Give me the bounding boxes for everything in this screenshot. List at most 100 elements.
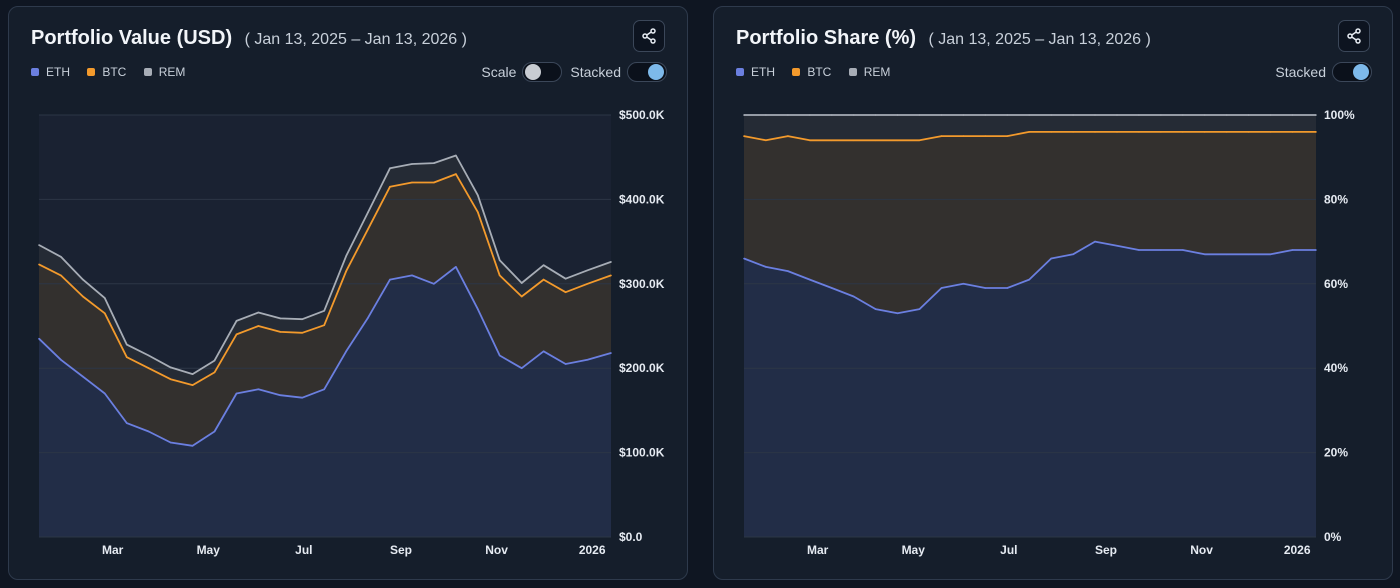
area-btc	[39, 174, 611, 446]
stacked-toggle[interactable]	[627, 62, 667, 82]
data-point-rem	[169, 366, 172, 369]
data-point-eth	[235, 392, 238, 395]
data-point-btc	[191, 384, 194, 386]
x-tick-label: May	[902, 543, 926, 557]
data-point-rem	[896, 114, 899, 116]
data-point-eth	[147, 430, 150, 433]
legend-label: ETH	[751, 65, 775, 79]
data-point-rem	[477, 194, 479, 196]
legend-item-btc[interactable]: BTC	[87, 65, 126, 79]
toggle-knob	[648, 64, 664, 80]
share-icon	[642, 28, 656, 44]
legend-item-eth[interactable]: ETH	[31, 65, 70, 79]
data-point-rem	[1160, 114, 1162, 116]
data-point-eth	[345, 350, 348, 353]
scale-toggle-label: Scale	[481, 64, 517, 80]
data-point-rem	[984, 114, 987, 116]
area-btc	[744, 131, 1316, 314]
data-point-rem	[433, 162, 435, 164]
data-point-btc	[82, 295, 84, 298]
data-point-eth	[126, 422, 128, 424]
y-tick-label: $200.0K	[619, 361, 665, 375]
scale-toggle[interactable]	[522, 62, 563, 82]
data-point-rem	[104, 297, 106, 299]
data-point-rem	[191, 373, 194, 375]
data-point-eth	[455, 266, 457, 268]
chart-legend: ETH BTC REM	[31, 65, 199, 79]
legend-item-eth[interactable]: ETH	[736, 65, 775, 79]
x-tick-label: Jul	[1000, 543, 1017, 557]
share-button[interactable]	[1338, 20, 1370, 52]
legend-item-rem[interactable]: REM	[848, 65, 891, 79]
chart-legend: ETH BTC REM	[736, 65, 904, 79]
data-point-rem	[962, 114, 965, 116]
data-point-eth	[433, 283, 435, 285]
data-point-eth	[38, 337, 40, 340]
data-point-eth	[1203, 253, 1206, 256]
data-point-btc	[1269, 131, 1272, 133]
data-point-btc	[940, 135, 943, 137]
data-point-eth	[787, 270, 789, 272]
area-eth	[744, 241, 1316, 537]
data-point-btc	[1006, 135, 1009, 137]
data-point-eth	[809, 278, 811, 281]
legend-label: REM	[863, 65, 891, 79]
legend-swatch-rem	[143, 67, 152, 76]
data-point-eth	[213, 430, 216, 433]
data-point-btc	[765, 139, 767, 142]
y-tick-label: $100.0K	[619, 446, 665, 460]
data-point-btc	[962, 135, 965, 137]
data-point-rem	[455, 154, 457, 157]
data-point-rem	[1116, 114, 1118, 116]
data-point-eth	[1116, 245, 1118, 247]
data-point-btc	[831, 139, 833, 142]
data-point-eth	[610, 352, 612, 354]
y-tick-label: 40%	[1324, 361, 1348, 375]
stacked-toggle[interactable]	[1332, 62, 1372, 82]
legend-label: BTC	[807, 65, 832, 79]
data-point-btc	[852, 139, 855, 142]
data-point-rem	[918, 114, 921, 116]
x-tick-label: Mar	[102, 543, 124, 557]
data-point-rem	[852, 114, 855, 116]
share-button[interactable]	[633, 20, 665, 52]
data-point-rem	[1138, 114, 1140, 116]
area-eth	[39, 266, 611, 537]
data-point-rem	[301, 318, 304, 321]
data-point-eth	[1028, 278, 1030, 281]
data-point-rem	[82, 278, 84, 281]
data-point-rem	[743, 114, 745, 116]
data-point-rem	[411, 163, 413, 165]
stacked-toggle-label: Stacked	[570, 64, 621, 80]
data-point-eth	[104, 392, 106, 395]
data-point-rem	[367, 211, 369, 213]
data-point-eth	[1291, 249, 1294, 251]
data-point-eth	[896, 312, 899, 315]
data-point-btc	[323, 324, 326, 327]
data-point-btc	[1094, 131, 1096, 133]
legend-label: REM	[158, 65, 186, 79]
data-point-rem	[323, 310, 326, 312]
data-point-rem	[1269, 114, 1272, 116]
data-point-rem	[147, 354, 150, 357]
legend-item-btc[interactable]: BTC	[792, 65, 831, 79]
x-tick-label: 2026	[1284, 543, 1311, 557]
data-point-btc	[60, 274, 62, 277]
data-point-eth	[389, 278, 391, 281]
data-point-rem	[279, 317, 282, 320]
data-point-btc	[1182, 131, 1184, 133]
data-point-btc	[809, 139, 811, 142]
legend-swatch-eth	[736, 67, 744, 76]
data-point-rem	[874, 114, 877, 116]
data-point-btc	[743, 135, 745, 137]
data-point-rem	[1247, 114, 1250, 116]
data-point-eth	[1247, 253, 1250, 256]
legend-item-rem[interactable]: REM	[143, 65, 186, 79]
data-point-btc	[257, 325, 260, 327]
data-point-eth	[1225, 253, 1228, 256]
data-point-btc	[1050, 131, 1052, 133]
x-tick-label: Jul	[295, 543, 312, 557]
data-point-btc	[345, 270, 348, 272]
y-tick-label: 60%	[1324, 277, 1348, 291]
data-point-btc	[1028, 131, 1030, 133]
